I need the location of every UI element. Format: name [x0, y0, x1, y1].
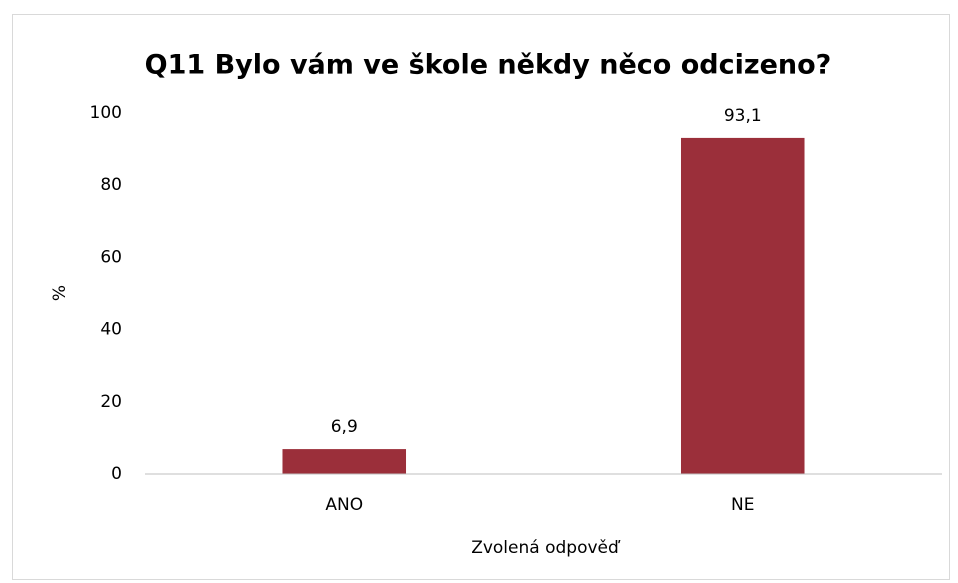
bar [282, 449, 407, 474]
y-tick-label: 40 [100, 320, 122, 340]
bar [680, 137, 805, 474]
value-label: 6,9 [331, 417, 358, 437]
y-tick-label: 20 [100, 392, 122, 412]
y-axis-title: % [50, 285, 70, 301]
x-tick-label: ANO [325, 495, 363, 515]
chart-border [12, 14, 950, 580]
y-tick-label: 100 [90, 103, 122, 123]
chart-title: Q11 Bylo vám ve škole někdy něco odcizen… [145, 50, 832, 81]
x-axis-title: Zvolená odpověď [471, 538, 621, 558]
y-tick-label: 80 [100, 175, 122, 195]
x-tick-label: NE [731, 495, 754, 515]
y-tick-label: 60 [100, 247, 122, 267]
y-tick-label: 0 [111, 464, 122, 484]
value-label: 93,1 [724, 106, 762, 126]
